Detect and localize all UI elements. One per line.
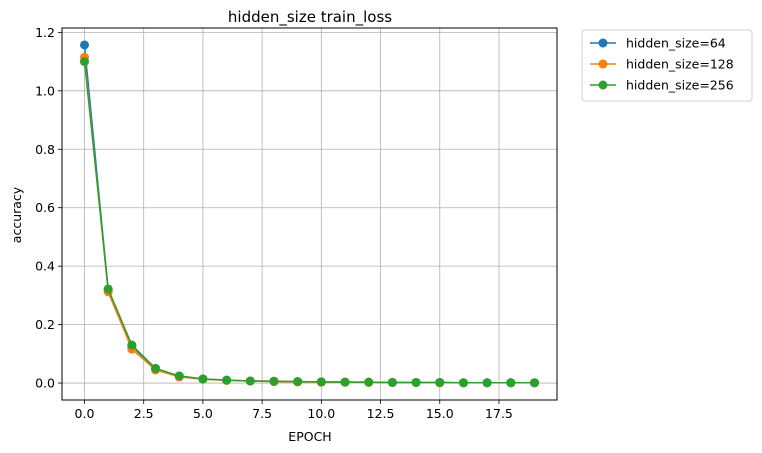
legend-item: hidden_size=64 [590, 36, 726, 51]
data-point [435, 377, 445, 387]
data-point [411, 377, 421, 387]
data-point [364, 377, 374, 387]
data-point [174, 371, 184, 381]
data-point [103, 284, 113, 294]
grid [62, 28, 557, 400]
legend-box [581, 29, 753, 102]
x-tick-label: 2.5 [134, 406, 154, 421]
series-hidden_size=128 [80, 52, 539, 388]
x-tick-label: 5.0 [193, 406, 213, 421]
legend-label: hidden_size=64 [626, 36, 726, 51]
x-tick-label: 7.5 [252, 406, 272, 421]
x-axis-label: EPOCH [288, 429, 331, 444]
axis-ticks: 0.0 2.5 5.0 7.5 10.0 12.5 15.0 17.5 0.0 0.2 0.4 0.6… [35, 25, 513, 421]
legend-item: hidden_size=256 [590, 78, 734, 93]
y-tick-label: 0.0 [35, 376, 55, 391]
data-point [458, 378, 468, 388]
data-point [127, 340, 137, 350]
y-tick-label: 0.4 [35, 259, 55, 274]
data-point [198, 374, 208, 384]
data-point [530, 378, 539, 388]
data-point [340, 377, 350, 387]
data-point [80, 40, 89, 50]
data-point [316, 377, 326, 387]
series-hidden_size=256 [80, 57, 539, 388]
legend-label: hidden_size=256 [626, 78, 734, 93]
series-hidden_size=64 [80, 40, 539, 388]
data-point [387, 377, 397, 387]
data-point [151, 363, 161, 373]
chart-title: hidden_size train_loss [228, 8, 392, 27]
legend-label: hidden_size=128 [626, 57, 734, 72]
y-axis-label: accuracy [9, 186, 24, 243]
data-point [482, 378, 492, 388]
y-tick-label: 1.2 [35, 25, 55, 40]
data-point [80, 57, 89, 67]
series-line [83, 57, 535, 384]
y-tick-label: 1.0 [35, 83, 55, 98]
data-point [222, 375, 232, 385]
x-tick-label: 10.0 [307, 406, 335, 421]
series-line [83, 61, 535, 384]
series-line [83, 44, 535, 384]
legend-swatch-marker [598, 59, 608, 69]
y-tick-label: 0.6 [35, 200, 55, 215]
x-tick-label: 17.5 [485, 406, 513, 421]
x-tick-label: 12.5 [367, 406, 395, 421]
y-tick-label: 0.8 [35, 142, 55, 157]
y-tick-label: 0.2 [35, 317, 55, 332]
legend: hidden_size=64 hidden_size=128 hidden_size… [581, 29, 753, 102]
data-point [506, 378, 516, 388]
legend-swatch-marker [598, 80, 608, 90]
legend-swatch-marker [598, 38, 608, 48]
legend-item: hidden_size=128 [590, 57, 734, 72]
data-point [269, 376, 279, 386]
data-point [245, 376, 255, 386]
plot-series [80, 40, 539, 388]
plot-frame [61, 27, 558, 401]
data-point [293, 377, 303, 387]
x-tick-label: 15.0 [426, 406, 454, 421]
x-tick-label: 0.0 [75, 406, 95, 421]
